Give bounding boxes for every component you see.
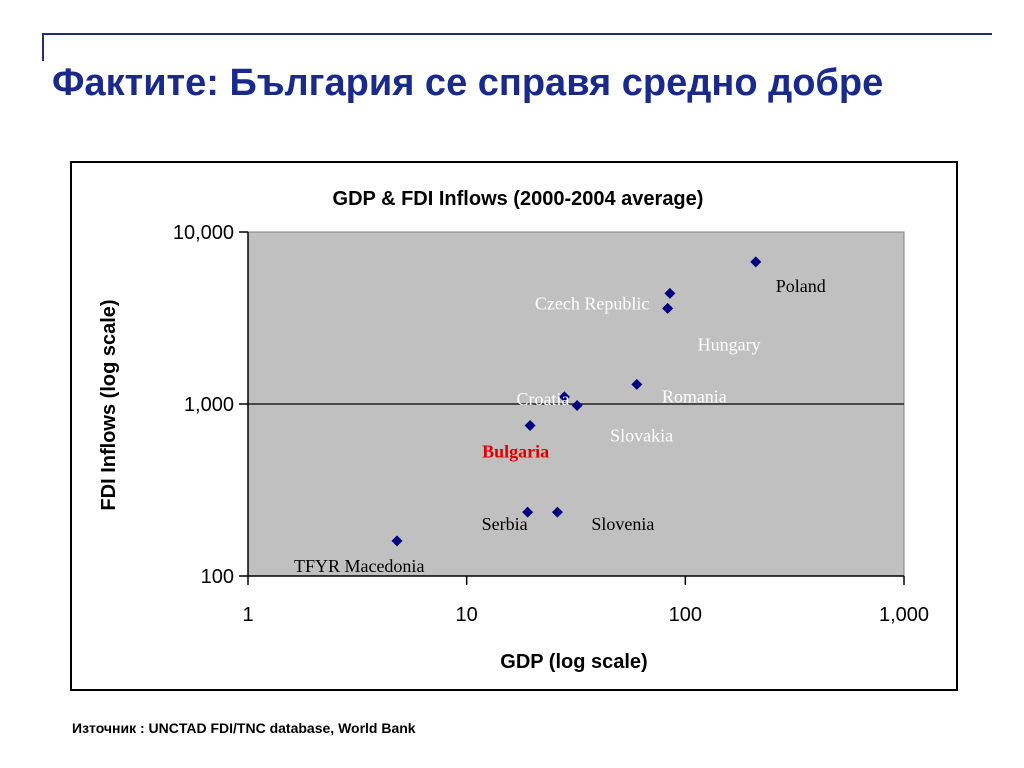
- x-tick-label: 10: [456, 604, 478, 626]
- data-point-marker: [662, 302, 674, 314]
- data-point-marker: [551, 506, 563, 518]
- data-point-marker: [522, 506, 534, 518]
- data-point-label: Czech Republic: [535, 293, 649, 313]
- source-note: Източник : UNCTAD FDI/TNC database, Worl…: [72, 720, 416, 736]
- data-point-label: TFYR Macedonia: [294, 556, 424, 576]
- title-bracket-top-line: [42, 33, 992, 35]
- data-point-marker: [571, 400, 583, 412]
- data-point-marker: [664, 287, 676, 299]
- x-axis-label: GDP (log scale): [500, 651, 647, 673]
- data-point-marker: [391, 535, 403, 547]
- data-point-label: Bulgaria: [482, 441, 549, 461]
- data-point-label: Hungary: [698, 334, 761, 354]
- data-point-label: Poland: [776, 276, 826, 296]
- data-point-marker: [750, 256, 762, 268]
- chart-frame: GDP & FDI Inflows (2000-2004 average) 10…: [70, 161, 958, 691]
- title-bracket-left-line: [42, 33, 44, 61]
- slide-title: Фактите: България се справя средно добре: [52, 62, 884, 104]
- y-tick-label: 10,000: [173, 222, 234, 244]
- y-axis-label: FDI Inflows (log scale): [98, 299, 120, 510]
- data-point-marker: [631, 378, 643, 390]
- chart-plot-group: 100 1,000 10,000 1 10 100 1,000 Poland Czech Rep…: [173, 222, 929, 626]
- data-point-marker: [558, 391, 570, 403]
- y-tick-label: 1,000: [184, 394, 234, 416]
- data-point-label: Serbia: [482, 514, 528, 534]
- x-tick-label: 1,000: [879, 604, 929, 626]
- scatter-chart: GDP & FDI Inflows (2000-2004 average) 10…: [98, 188, 929, 673]
- data-point-label: Romania: [662, 386, 727, 406]
- y-tick-label: 100: [201, 566, 234, 588]
- data-point-label: Slovenia: [591, 514, 654, 534]
- data-point-label: Slovakia: [610, 426, 673, 446]
- data-point-label: Croatia: [516, 389, 569, 409]
- chart-title: GDP & FDI Inflows (2000-2004 average): [333, 188, 704, 210]
- data-point-marker: [524, 419, 536, 431]
- x-tick-label: 100: [669, 604, 702, 626]
- x-tick-label: 1: [242, 604, 253, 626]
